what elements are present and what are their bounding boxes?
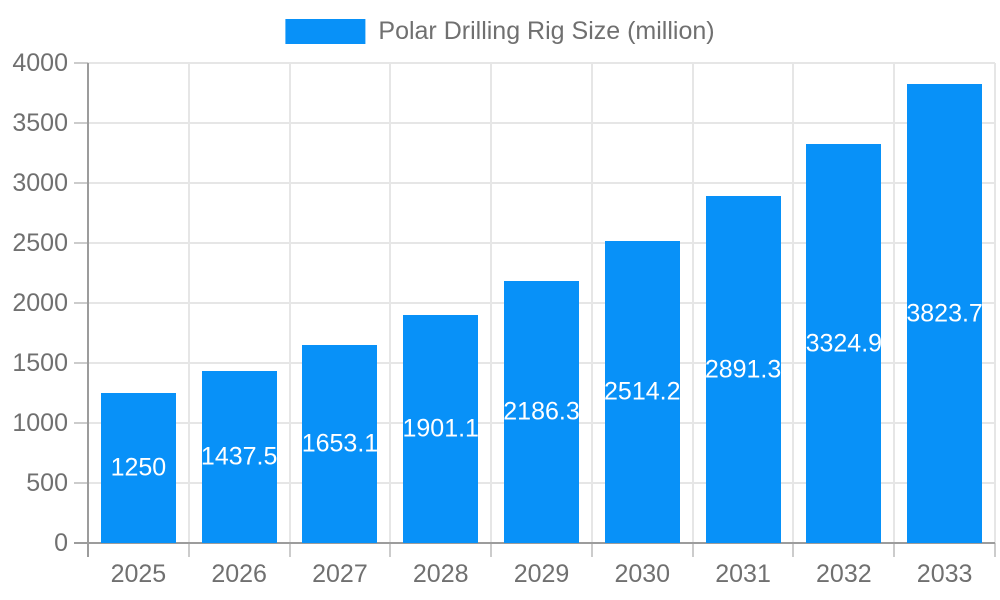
y-axis-tick-label: 0	[54, 529, 68, 557]
x-axis-line	[74, 542, 995, 544]
y-axis-tick-label: 2000	[12, 289, 68, 317]
bar-value-label: 3324.9	[805, 329, 883, 357]
y-axis-tick-label: 4000	[12, 49, 68, 77]
y-axis-tick	[74, 242, 88, 244]
x-axis-tick-label: 2026	[211, 560, 267, 588]
bar-value-label: 3823.7	[906, 299, 983, 328]
x-axis-tick-label: 2031	[715, 560, 771, 588]
gridline-vertical	[994, 63, 996, 543]
y-axis-tick-label: 3500	[12, 109, 68, 137]
y-axis-tick	[74, 62, 88, 64]
x-axis-tick-label: 2033	[916, 560, 973, 588]
y-axis-line	[87, 63, 89, 557]
x-axis-tick	[490, 543, 493, 557]
x-axis-tick-label: 2028	[412, 560, 469, 588]
y-axis-tick	[74, 302, 88, 304]
bar-2032[interactable]	[806, 144, 882, 543]
y-axis-tick	[74, 362, 88, 364]
x-axis-tick	[590, 543, 593, 557]
y-axis-tick	[74, 422, 88, 424]
x-axis-tick-label: 2025	[110, 560, 167, 588]
x-axis-tick	[994, 543, 996, 557]
gridline-horizontal	[88, 182, 995, 184]
bar-2029[interactable]	[504, 280, 579, 543]
x-axis-tick	[288, 543, 291, 557]
gridline-horizontal	[88, 242, 995, 244]
x-axis-tick	[187, 543, 190, 557]
x-axis-tick	[691, 543, 694, 557]
x-axis-tick	[893, 543, 896, 557]
bar-2030[interactable]	[604, 241, 680, 543]
legend-label: Polar Drilling Rig Size (million)	[378, 17, 715, 45]
y-axis-tick	[74, 182, 88, 184]
y-axis-tick-label: 500	[26, 469, 68, 497]
legend-swatch-icon	[285, 19, 366, 44]
bar-value-label: 1250	[110, 453, 167, 482]
legend[interactable]: Polar Drilling Rig Size (million)	[285, 17, 715, 46]
bar-2028[interactable]	[403, 314, 479, 543]
y-axis-tick-label: 3000	[12, 169, 68, 197]
bar-value-label: 1901.1	[402, 414, 479, 443]
x-axis-tick	[792, 543, 795, 557]
bar-value-label: 1437.5	[200, 442, 278, 471]
y-axis-tick-label: 2500	[12, 229, 68, 257]
bar-value-label: 2514.2	[604, 377, 681, 406]
x-axis-tick	[389, 543, 392, 557]
x-axis-tick-label: 2027	[312, 560, 368, 588]
bar-value-label: 2186.3	[503, 397, 580, 426]
x-axis-tick-label: 2032	[816, 560, 872, 588]
bar-value-label: 1653.1	[301, 429, 379, 458]
gridline-horizontal	[88, 62, 995, 64]
bar-2026[interactable]	[201, 370, 277, 543]
bar-2031[interactable]	[705, 196, 781, 543]
x-axis-tick-label: 2030	[614, 560, 671, 588]
x-axis-tick-label: 2029	[513, 560, 570, 588]
y-axis-tick	[74, 122, 88, 124]
bar-value-label: 2891.3	[704, 355, 782, 384]
bar-2025[interactable]	[100, 393, 176, 543]
bar-2027[interactable]	[302, 344, 378, 543]
y-axis-tick-label: 1000	[12, 409, 68, 437]
y-axis-tick	[74, 482, 88, 484]
bar-2033[interactable]	[907, 84, 983, 543]
y-axis-tick-label: 1500	[12, 349, 68, 377]
gridline-horizontal	[88, 122, 995, 124]
